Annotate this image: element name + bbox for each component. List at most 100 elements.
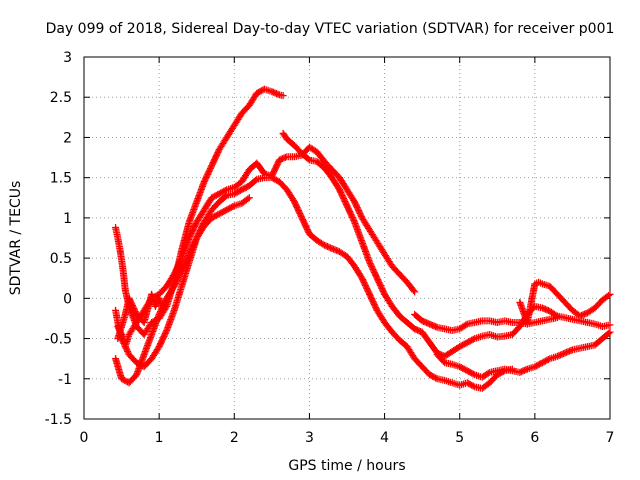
data-marker	[537, 359, 545, 367]
data-marker	[465, 368, 473, 376]
data-marker	[535, 360, 543, 368]
data-marker	[228, 124, 236, 132]
data-marker	[121, 341, 129, 349]
series-s8	[411, 310, 561, 335]
x-tick-label: 1	[155, 430, 164, 446]
data-marker	[532, 362, 540, 370]
data-marker	[460, 322, 468, 330]
data-marker	[221, 207, 229, 215]
data-marker	[124, 347, 132, 355]
data-marker	[372, 303, 380, 311]
data-marker	[460, 340, 468, 348]
data-marker	[465, 338, 473, 346]
data-marker	[356, 271, 364, 279]
data-marker	[588, 306, 596, 314]
data-marker	[401, 340, 409, 348]
y-tick-label: -0.5	[45, 332, 72, 348]
data-marker	[125, 332, 133, 340]
data-marker	[439, 325, 447, 332]
data-marker	[529, 319, 537, 327]
data-marker	[297, 211, 305, 219]
data-marker	[459, 364, 467, 372]
data-marker	[233, 188, 241, 196]
data-marker	[266, 87, 274, 95]
data-marker	[393, 309, 401, 317]
data-marker	[543, 356, 551, 364]
data-point	[463, 367, 471, 375]
data-marker	[140, 352, 148, 360]
data-marker	[460, 365, 468, 373]
data-marker	[469, 335, 477, 343]
data-marker	[603, 330, 611, 338]
data-marker	[552, 353, 560, 361]
axes: 0 1 2 3 4 5 6 7 -1.5 -1 -0.5 0 0.5 1 1.5 2 2.5 3	[45, 50, 615, 446]
data-marker	[235, 187, 243, 195]
data-marker	[252, 176, 260, 184]
data-marker	[574, 345, 582, 353]
data-marker	[217, 209, 225, 217]
data-marker	[544, 355, 552, 363]
y-tick-label: 1	[63, 211, 72, 227]
data-marker	[439, 376, 447, 384]
data-marker	[431, 346, 439, 354]
data-marker	[198, 209, 206, 217]
data-marker	[566, 304, 574, 312]
data-marker	[469, 319, 477, 327]
data-marker	[334, 247, 342, 255]
x-tick-label: 6	[530, 430, 539, 446]
data-point	[538, 359, 546, 367]
data-marker	[192, 199, 200, 207]
data-marker	[220, 207, 228, 215]
data-marker	[408, 323, 416, 331]
data-marker	[427, 372, 435, 380]
data-marker	[214, 211, 222, 219]
data-marker	[559, 350, 567, 358]
data-marker	[214, 148, 222, 156]
data-marker	[121, 312, 129, 320]
data-marker	[340, 251, 348, 259]
data-marker	[326, 244, 334, 252]
y-tick-label: 3	[63, 50, 72, 66]
data-marker	[198, 225, 206, 233]
data-marker	[242, 183, 250, 191]
data-marker	[483, 381, 491, 389]
data-marker	[457, 364, 465, 372]
data-marker	[212, 191, 220, 199]
y-axis-label: SDTVAR / TECUs	[8, 181, 24, 296]
data-marker	[206, 209, 214, 217]
data-marker	[364, 223, 372, 231]
data-marker	[191, 221, 199, 229]
data-marker	[513, 325, 521, 333]
data-marker	[349, 195, 357, 203]
data-marker	[573, 310, 581, 318]
y-tick-label: 2	[63, 130, 72, 146]
x-axis-label: GPS time / hours	[288, 458, 405, 474]
data-marker	[416, 315, 424, 323]
data-marker	[589, 341, 597, 349]
data-marker	[432, 374, 440, 382]
data-marker	[224, 205, 232, 213]
data-marker	[206, 197, 214, 205]
data-marker	[424, 319, 432, 327]
data-marker	[349, 215, 357, 223]
series-s4	[112, 194, 253, 387]
y-tick-label: -1	[58, 372, 72, 388]
data-marker	[423, 368, 431, 376]
y-tick-label: 1.5	[50, 171, 72, 187]
data-marker	[113, 232, 121, 240]
data-marker	[250, 177, 258, 185]
data-marker	[567, 346, 575, 354]
data-marker	[348, 259, 356, 267]
data-marker	[160, 285, 168, 293]
data-marker	[552, 314, 560, 322]
data-marker	[536, 304, 544, 312]
data-marker	[131, 321, 139, 329]
data-marker	[191, 237, 199, 245]
data-marker	[582, 343, 590, 351]
data-marker	[462, 339, 470, 347]
data-marker	[605, 329, 613, 337]
data-marker	[536, 279, 544, 287]
data-marker	[243, 169, 251, 177]
data-marker	[364, 287, 372, 295]
